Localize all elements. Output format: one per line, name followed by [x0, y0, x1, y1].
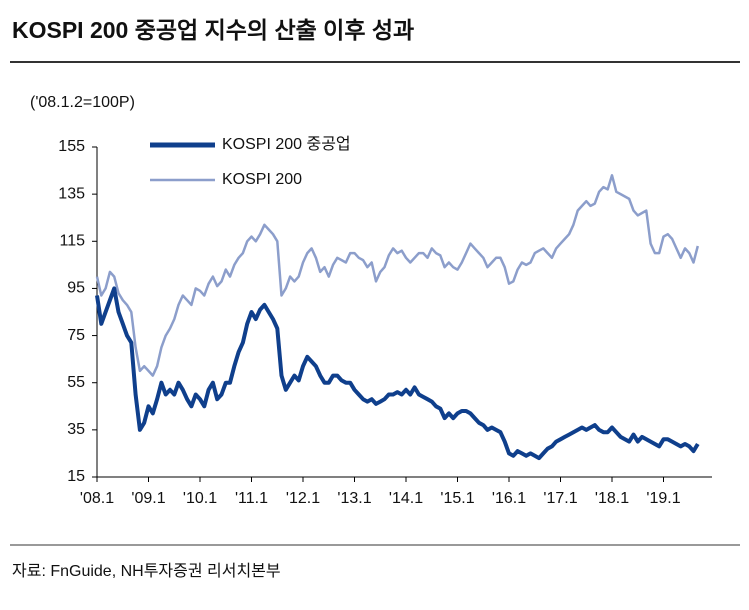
x-tick-label: '13.1	[337, 490, 371, 507]
x-tick-label: '19.1	[646, 490, 680, 507]
title: KOSPI 200 중공업 지수의 산출 이후 성과	[12, 17, 414, 43]
y-tick-label: 75	[67, 327, 85, 344]
x-tick-label: '18.1	[595, 490, 629, 507]
y-tick-label: 115	[59, 233, 85, 250]
y-tick-label: 35	[67, 421, 85, 438]
y-tick-label: 15	[67, 468, 85, 485]
legend-label: KOSPI 200 중공업	[222, 135, 351, 153]
unit-label: ('08.1.2=100P)	[30, 94, 135, 111]
x-tick-label: '09.1	[131, 490, 165, 507]
legend-label: KOSPI 200	[222, 171, 302, 188]
data-line	[95, 174, 700, 377]
x-tick-label: '08.1	[80, 490, 114, 507]
x-tick-label: '10.1	[183, 490, 217, 507]
data-line	[95, 286, 700, 461]
x-tick-label: '11.1	[235, 490, 268, 507]
x-tick-label: '17.1	[543, 490, 577, 507]
y-tick-label: 135	[58, 185, 85, 202]
y-tick-label: 155	[58, 138, 85, 155]
x-tick-label: '14.1	[389, 490, 423, 507]
x-tick-label: '12.1	[286, 490, 320, 507]
x-tick-label: '16.1	[492, 490, 526, 507]
y-tick-label: 55	[67, 374, 85, 391]
y-tick-label: 95	[67, 280, 85, 297]
source: 자료: FnGuide, NH투자증권 리서치본부	[12, 562, 281, 580]
x-tick-label: '15.1	[440, 490, 474, 507]
